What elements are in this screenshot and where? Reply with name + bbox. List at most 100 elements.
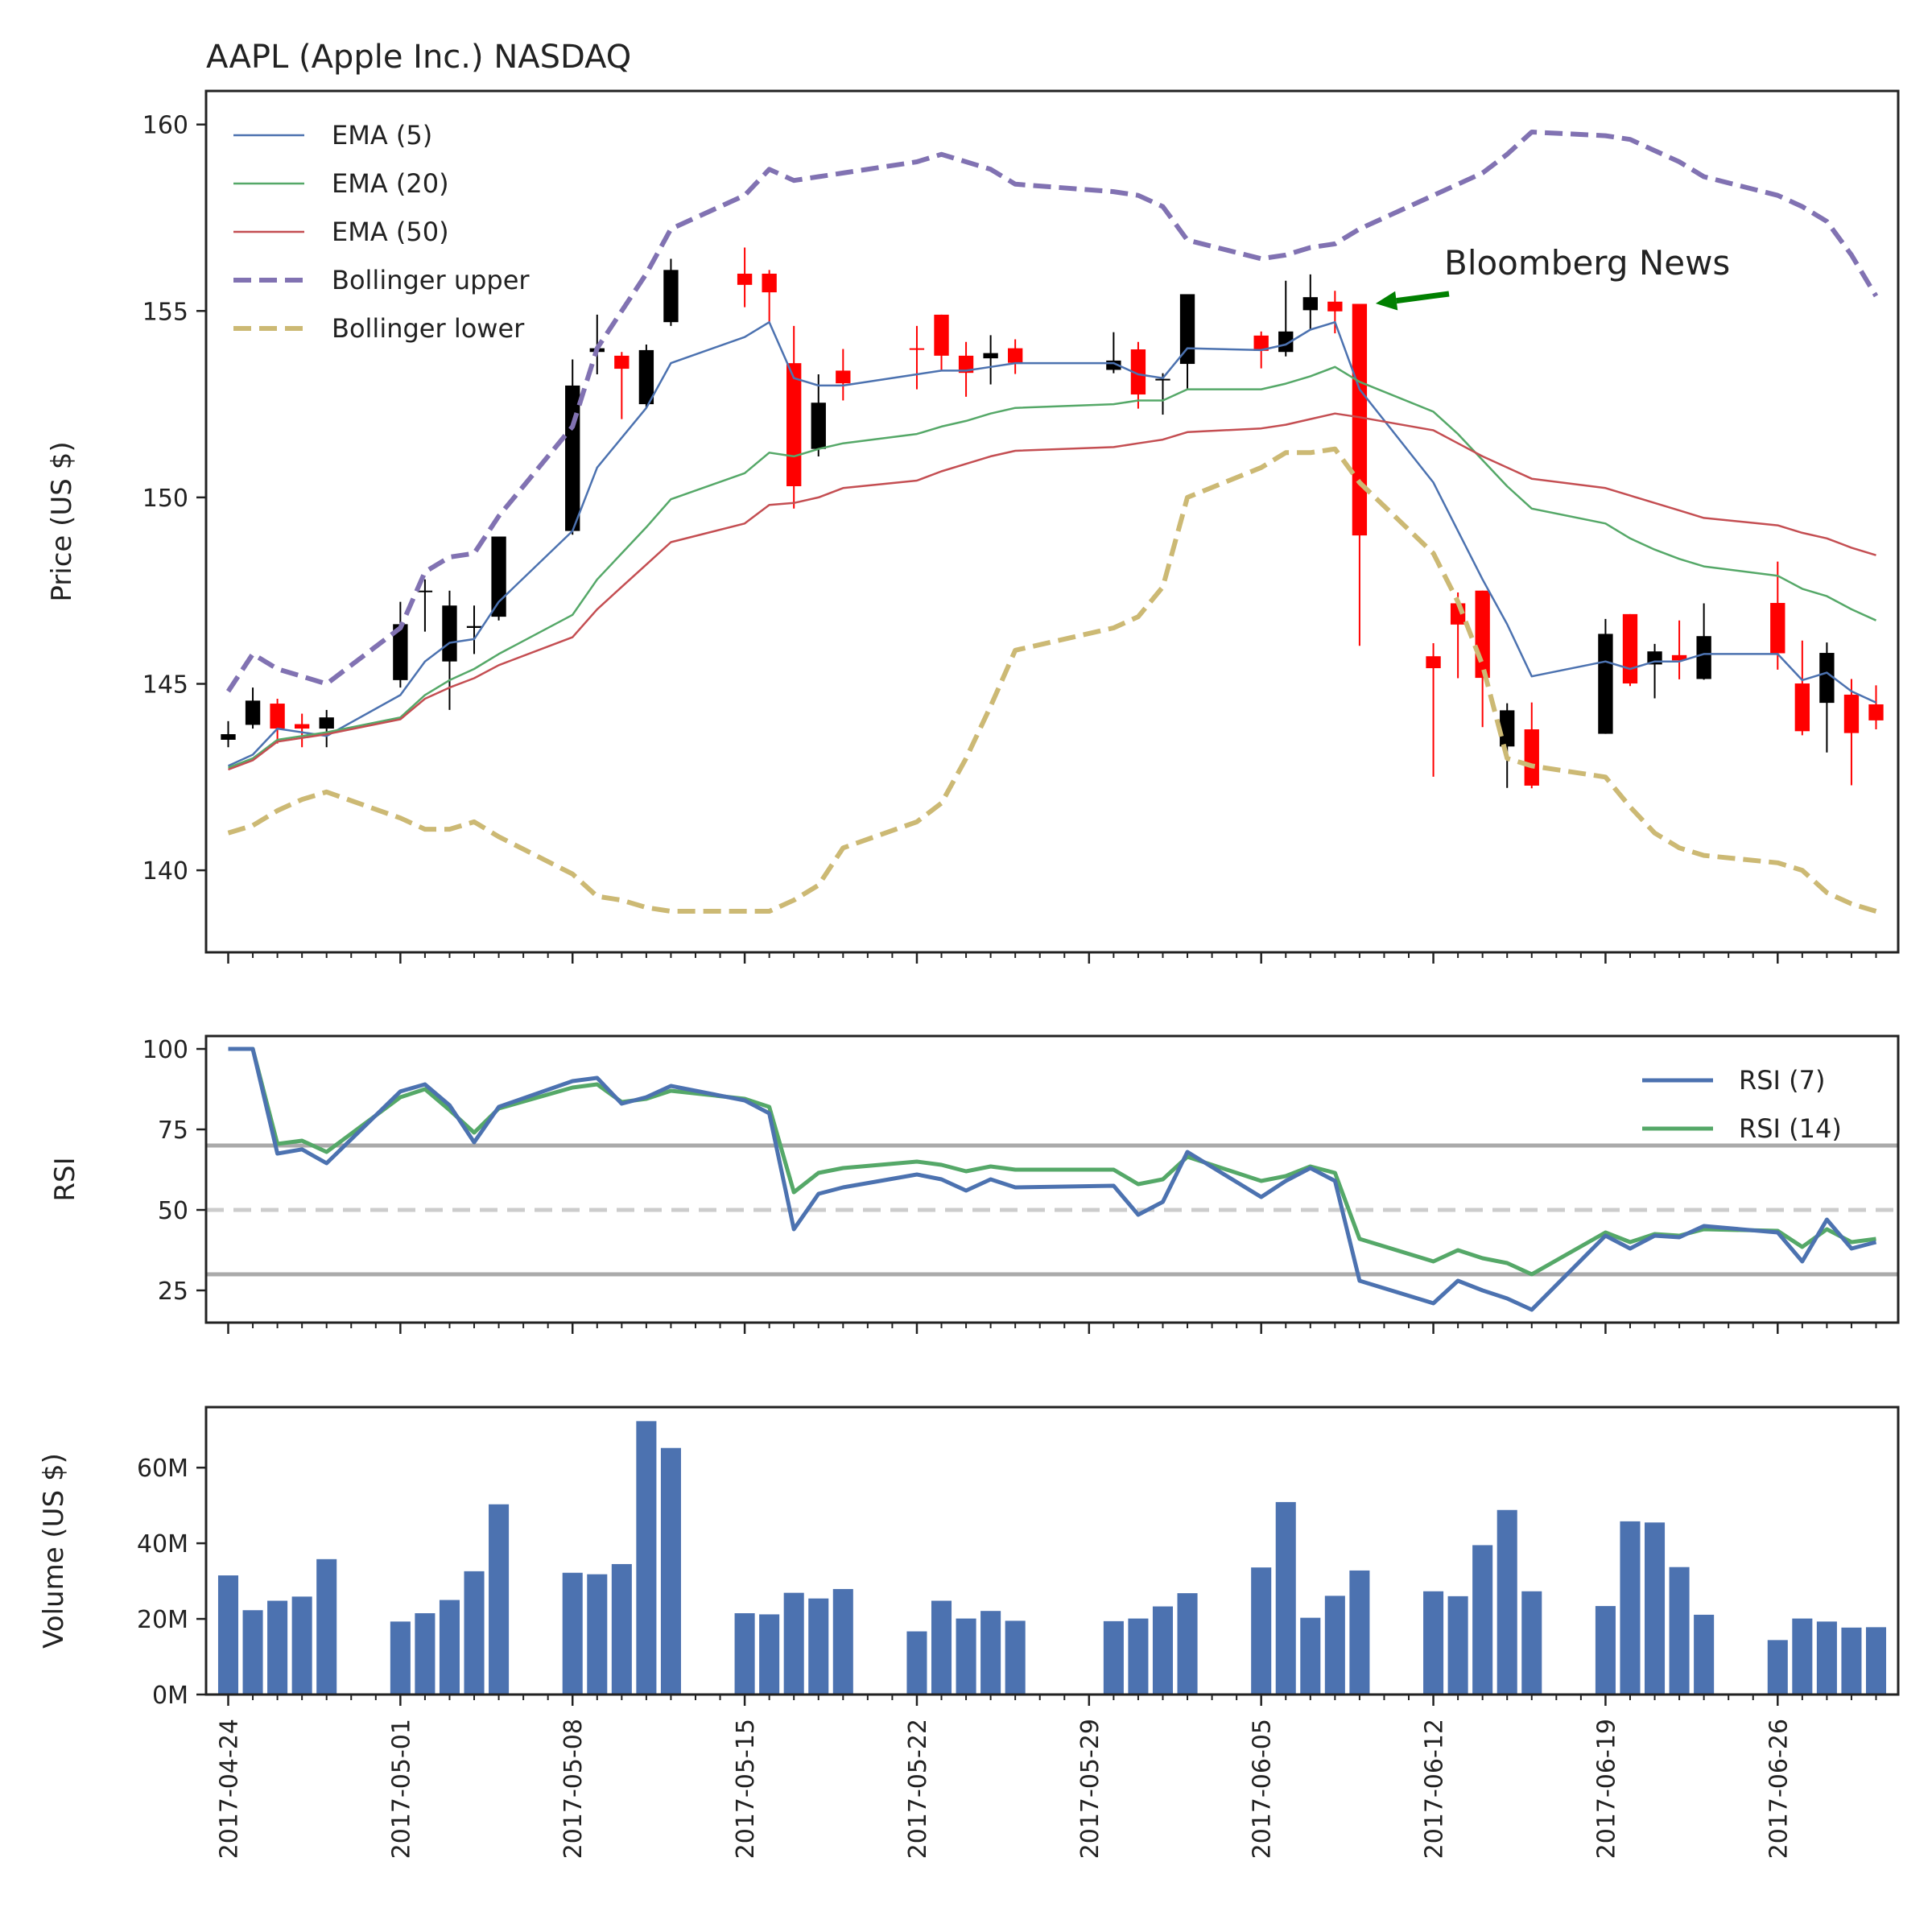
candle-body [1179, 294, 1195, 365]
volume-bar [1645, 1522, 1666, 1695]
volume-bar [587, 1574, 608, 1695]
candle-body [1770, 602, 1785, 654]
x-tick-label: 2017-05-01 [387, 1719, 415, 1859]
volume-bar [636, 1421, 657, 1695]
date-tick-labels: 2017-04-24 2017-05-01 2017-05-08 2017-05-15… [215, 1719, 1793, 1859]
volume-bar [1521, 1591, 1542, 1695]
candle-body [1843, 694, 1860, 733]
y-axis-label: Volume (US $) [38, 1453, 70, 1649]
candle-body [442, 605, 457, 662]
candle-body [983, 353, 998, 359]
volume-bar [1103, 1620, 1124, 1695]
annotation: Bloomberg News [1375, 243, 1730, 311]
plot-frame [204, 1034, 1900, 1324]
candle-body [1671, 654, 1687, 661]
candle-body [393, 624, 408, 680]
volume-bar [783, 1592, 804, 1695]
legend-label: RSI (14) [1739, 1113, 1842, 1144]
candle-body [466, 625, 482, 629]
candle-body [491, 536, 506, 617]
volume-bar [1447, 1596, 1468, 1695]
candle-body [1253, 335, 1269, 351]
volume-bar [906, 1631, 927, 1695]
legend-label: Bollinger lower [332, 313, 525, 344]
candle-body [221, 734, 236, 740]
candle-body [1130, 349, 1146, 395]
candle-body [417, 590, 433, 592]
volume-bar [1177, 1593, 1198, 1695]
y-tick-label: 160 [142, 112, 188, 140]
x-tick-label: 2017-05-22 [904, 1719, 932, 1859]
volume-bar [464, 1571, 485, 1695]
candle-body [1155, 378, 1170, 381]
volume-bar [660, 1447, 681, 1695]
volume-bar [1792, 1618, 1813, 1695]
volume-bar [1275, 1501, 1296, 1695]
volume-bar [980, 1611, 1001, 1695]
price-legend: EMA (5) EMA (20) EMA (50) Bollinger upper Bo… [233, 120, 530, 344]
volume-bar [1300, 1617, 1321, 1695]
volume-bar [1472, 1545, 1493, 1695]
volume-bar [1349, 1570, 1370, 1695]
plot-frame [204, 89, 1900, 954]
volume-bar [1251, 1567, 1272, 1695]
legend-label: EMA (50) [332, 217, 449, 247]
candle-body [663, 270, 679, 323]
volume-bar [439, 1600, 460, 1695]
x-tick-label: 2017-06-12 [1421, 1719, 1449, 1859]
volume-bars [217, 1421, 1887, 1695]
y-tick-label: 100 [142, 1036, 188, 1064]
candle-body [1598, 634, 1613, 734]
volume-bar [1865, 1627, 1887, 1695]
x-tick-label: 2017-06-26 [1765, 1719, 1793, 1859]
candle-body [1352, 303, 1368, 536]
volume-bar [217, 1575, 239, 1695]
volume-bar [1128, 1618, 1149, 1695]
y-tick-label: 25 [158, 1278, 188, 1306]
x-tick-label: 2017-05-15 [732, 1719, 760, 1859]
x-tick-label: 2017-06-19 [1592, 1719, 1620, 1859]
chart-title: AAPL (Apple Inc.) NASDAQ [206, 39, 631, 76]
volume-bar [390, 1621, 411, 1695]
y-tick-label: 155 [142, 298, 188, 326]
candle-body [836, 370, 851, 384]
x-tick-label: 2017-04-24 [215, 1719, 243, 1859]
series-line-ema-20- [228, 365, 1877, 769]
volume-bar [1595, 1606, 1616, 1695]
candle-body [762, 273, 777, 293]
volume-bar [1816, 1621, 1837, 1695]
candle-body [638, 349, 654, 405]
volume-axes: 0M 20M 40M 60M Volume (US $) [38, 1406, 1900, 1710]
candle-body [1278, 331, 1294, 353]
plot-frame [204, 1406, 1900, 1696]
candle-body [294, 724, 310, 729]
volume-bar [611, 1563, 632, 1695]
candle-body [614, 355, 630, 369]
candle-body [811, 402, 826, 449]
volume-bar [1694, 1614, 1715, 1695]
rsi-axes: 25 50 75 100 RSI [49, 1034, 1900, 1334]
volume-bar [562, 1572, 583, 1695]
y-tick-label: 60M [137, 1455, 188, 1483]
candle-body [1524, 729, 1539, 786]
volume-bar [267, 1600, 288, 1695]
volume-bar [759, 1614, 780, 1695]
volume-bar [1620, 1521, 1641, 1695]
legend-label: EMA (5) [332, 120, 432, 151]
volume-bar [931, 1600, 952, 1695]
rsi-line-rsi-14- [228, 1046, 1876, 1277]
y-tick-label: 20M [137, 1606, 188, 1634]
volume-bar [956, 1618, 976, 1695]
y-axis-label: Price (US $) [46, 441, 78, 601]
y-tick-label: 75 [158, 1117, 188, 1145]
x-tick-label: 2017-05-29 [1076, 1719, 1104, 1859]
y-axis-label: RSI [49, 1157, 81, 1201]
series-line-bollinger-lower [227, 446, 1877, 914]
volume-bar [734, 1613, 755, 1695]
y-tick-label: 40M [137, 1530, 188, 1558]
annotation-arrowhead [1375, 291, 1398, 311]
x-tick-label: 2017-06-05 [1249, 1719, 1277, 1859]
